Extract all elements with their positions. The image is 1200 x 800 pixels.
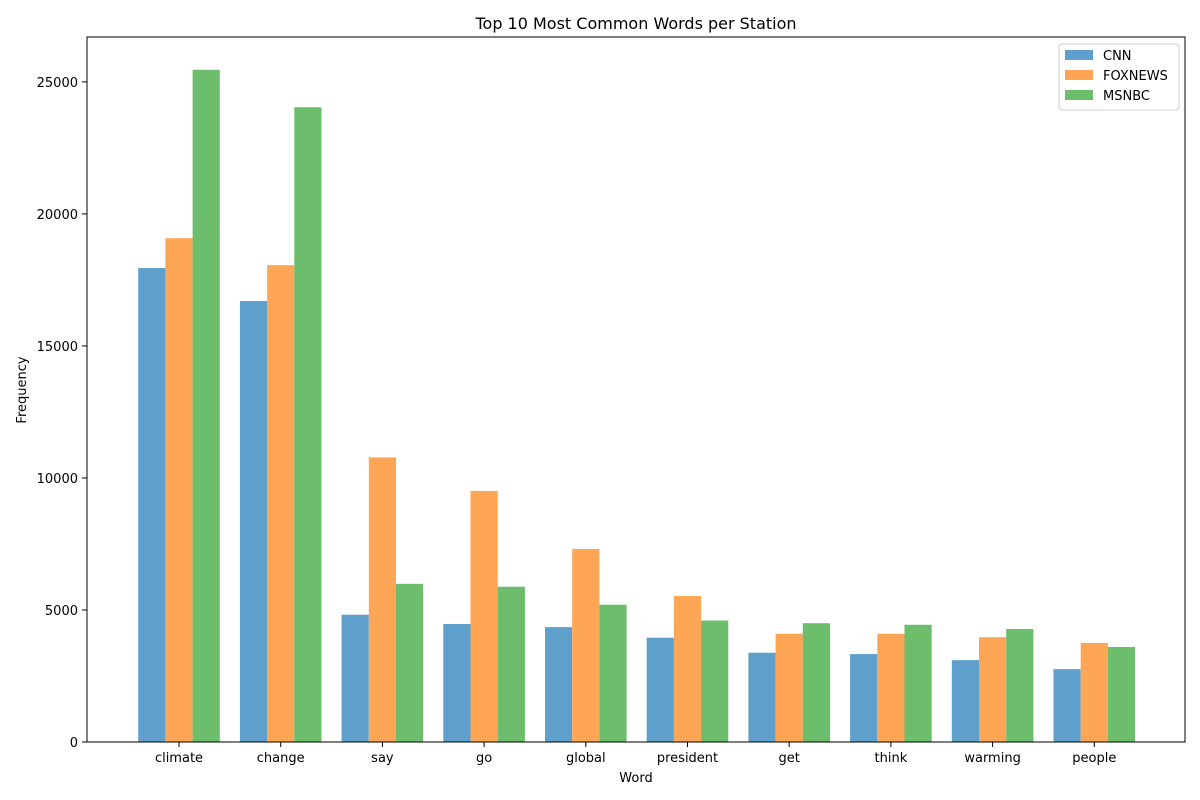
y-tick-label-10000: 10000 — [37, 472, 78, 487]
bar-msnbc-warming — [1006, 628, 1034, 742]
x-tick-label-go: go — [476, 751, 492, 766]
legend-swatch-cnn — [1065, 50, 1093, 60]
bar-msnbc-say — [396, 583, 424, 742]
bar-msnbc-people — [1107, 646, 1136, 742]
bar-msnbc-get — [802, 623, 830, 742]
x-tick-label-people: people — [1072, 751, 1116, 766]
bar-foxnews-president — [673, 595, 702, 742]
legend: CNN FOXNEWS MSNBC — [1058, 43, 1180, 111]
chart-title: Top 10 Most Common Words per Station — [474, 14, 796, 33]
legend-swatch-foxnews — [1065, 70, 1093, 80]
bar-cnn-get — [748, 652, 776, 742]
bar-msnbc-change — [294, 107, 322, 743]
y-tick-label-20000: 20000 — [37, 208, 78, 223]
bar-foxnews-warming — [979, 637, 1007, 742]
x-axis-label: Word — [619, 771, 652, 786]
bar-cnn-say — [341, 614, 369, 742]
y-tick-label-5000: 5000 — [45, 604, 78, 619]
bar-foxnews-change — [267, 265, 295, 742]
bar-foxnews-say — [368, 457, 396, 742]
y-tick-label-25000: 25000 — [37, 76, 78, 91]
bar-cnn-president — [646, 637, 674, 742]
x-tick-label-president: president — [657, 751, 718, 766]
bar-msnbc-president — [701, 620, 729, 742]
legend-swatch-msnbc — [1065, 90, 1093, 100]
bar-foxnews-people — [1080, 642, 1108, 742]
bar-foxnews-get — [775, 633, 803, 742]
x-tick-label-global: global — [566, 751, 606, 766]
y-tick-label-15000: 15000 — [37, 340, 78, 355]
plot-area: climate change say go global president get thin… — [37, 36, 1186, 766]
x-tick-label-get: get — [779, 751, 800, 766]
bar-foxnews-global — [572, 548, 600, 742]
bar-cnn-people — [1053, 669, 1081, 742]
bar-msnbc-think — [904, 624, 932, 742]
x-tick-label-say: say — [371, 751, 394, 766]
x-tick-label-change: change — [257, 751, 305, 766]
bar-foxnews-climate — [165, 238, 193, 742]
x-tick-label-warming: warming — [964, 751, 1020, 766]
x-tick-label-think: think — [875, 751, 908, 766]
bar-cnn-change — [239, 301, 268, 742]
bar-foxnews-go — [470, 490, 498, 742]
y-tick-label-0: 0 — [70, 736, 78, 751]
bar-cnn-climate — [138, 268, 166, 742]
y-axis-label: Frequency — [15, 356, 30, 423]
legend-label-msnbc: MSNBC — [1103, 89, 1150, 104]
bar-cnn-global — [545, 627, 573, 742]
bar-cnn-think — [850, 654, 878, 742]
bar-msnbc-climate — [192, 69, 220, 743]
bar-msnbc-global — [599, 604, 627, 742]
legend-label-foxnews: FOXNEWS — [1103, 69, 1168, 84]
x-tick-label-climate: climate — [155, 751, 203, 766]
bar-cnn-warming — [951, 660, 979, 742]
bar-cnn-go — [443, 623, 471, 742]
bar-foxnews-think — [877, 633, 905, 742]
plot-frame — [86, 36, 1186, 743]
bar-msnbc-go — [497, 586, 525, 742]
legend-label-cnn: CNN — [1103, 49, 1132, 64]
